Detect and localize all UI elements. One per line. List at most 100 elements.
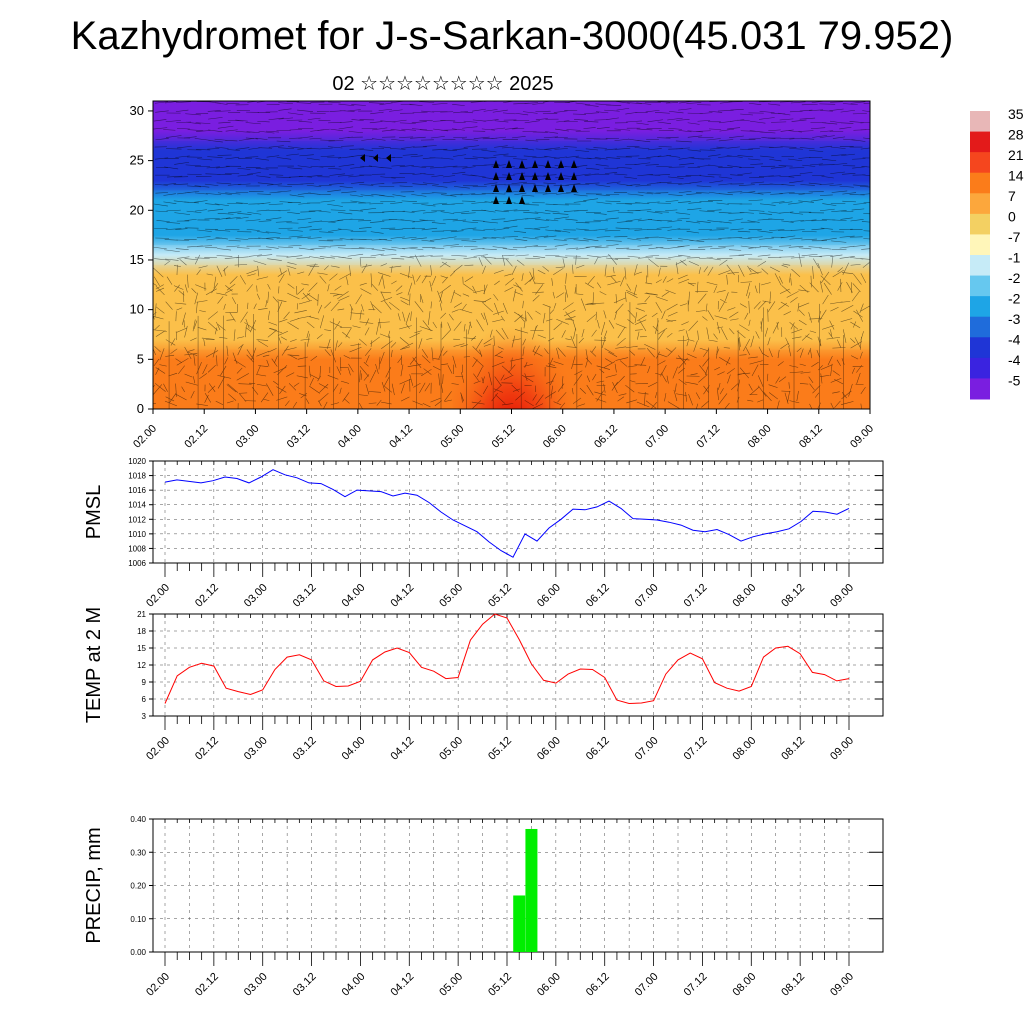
cross-section-heatmap: 0 5 10 15 20 25 30 02.00 02.12 03.00 03.12 04.00 04.… (130, 100, 876, 451)
precip-xtick-label-11: 07.12 (682, 971, 710, 999)
colorbar: 35 28 21 14 7 0 -7 -1 -2 -2 -3 -4 -4 -5 (970, 106, 1024, 400)
precip-xtick-label-10: 07.00 (633, 971, 661, 999)
precip-xtick-label-8: 06.00 (535, 971, 563, 999)
wind-flags (360, 154, 577, 204)
temp-xtick-label-10: 07.00 (633, 735, 661, 763)
pmsl-series-line-0 (164, 469, 850, 558)
heatmap-blend-4 (153, 130, 870, 151)
heatmap-xtick-label-3: 03.12 (285, 423, 313, 451)
precip-xtick-label-12: 08.00 (730, 971, 758, 999)
heatmap-xtick-label-2: 03.00 (234, 423, 262, 451)
temp-ylabel: TEMP at 2 M (83, 607, 105, 723)
heatmap-xtick-label-10: 07.00 (643, 423, 671, 451)
temp-xtick-label-9: 06.12 (584, 735, 612, 763)
pmsl-ytick-label-6: 1018 (128, 472, 146, 481)
pmsl-xtick-label-5: 04.12 (388, 582, 416, 610)
precip-xtick-label-7: 05.12 (486, 971, 514, 999)
pmsl-xtick-label-14: 09.00 (828, 582, 856, 610)
colorbar-swatch-6 (970, 234, 990, 256)
heatmap-xtick-label-12: 08.00 (746, 423, 774, 451)
colorbar-label-10: -3 (1008, 311, 1021, 327)
precip-minor-ticks (164, 819, 850, 966)
precip-chart: 0.00 0.10 0.20 0.30 0.40 02.00 02.12 03.00 03.12… (83, 815, 884, 999)
heatmap-xtick-label-11: 07.12 (695, 423, 723, 451)
pmsl-xtick-label-3: 03.12 (291, 582, 319, 610)
precip-ytick-label-4: 0.40 (130, 815, 146, 824)
colorbar-label-1: 28 (1008, 127, 1024, 143)
heatmap-ytick-label-1: 5 (137, 351, 144, 366)
temp-xtick-label-3: 03.12 (291, 735, 319, 763)
temp-ytick-label-2: 9 (142, 678, 147, 687)
precip-xtick-label-13: 08.12 (779, 971, 807, 999)
colorbar-label-7: -1 (1008, 250, 1021, 266)
pmsl-ytick-label-7: 1020 (128, 457, 146, 466)
colorbar-label-8: -2 (1008, 270, 1021, 286)
colorbar-label-13: -5 (1008, 373, 1021, 389)
heatmap-xtick-label-9: 06.12 (592, 423, 620, 451)
pmsl-ytick-label-4: 1014 (128, 501, 146, 510)
temp-series-line-0 (164, 613, 850, 705)
colorbar-swatch-7 (970, 255, 990, 277)
pmsl-chart: 1006 1008 1010 1012 1014 1016 1018 1020 02.00 02.… (83, 457, 884, 610)
heatmap-xtick-label-13: 08.12 (797, 423, 825, 451)
wind-barbs (153, 101, 870, 409)
precip-xtick-label-3: 03.12 (291, 971, 319, 999)
precip-xtick-label-0: 02.00 (144, 971, 172, 999)
colorbar-swatch-4 (970, 193, 990, 215)
precip-ytick-label-2: 0.20 (130, 882, 146, 891)
pmsl-xtick-label-0: 02.00 (144, 582, 172, 610)
temp-xtick-label-14: 09.00 (828, 735, 856, 763)
colorbar-label-5: 0 (1008, 209, 1016, 225)
pmsl-xtick-label-7: 05.12 (486, 582, 514, 610)
pmsl-xtick-label-10: 07.00 (633, 582, 661, 610)
colorbar-label-4: 7 (1008, 188, 1016, 204)
colorbar-label-9: -2 (1008, 291, 1021, 307)
heatmap-xtick-label-5: 04.12 (387, 423, 415, 451)
heatmap-xtick-label-7: 05.12 (490, 423, 518, 451)
heatmap-xtick-label-1: 02.12 (182, 423, 210, 451)
temp-ytick-label-4: 15 (137, 644, 146, 653)
temp-ytick-label-5: 18 (137, 627, 146, 636)
colorbar-label-12: -4 (1008, 352, 1021, 368)
precip-ytick-label-0: 0.00 (130, 948, 146, 957)
temp-ytick-label-1: 6 (142, 695, 147, 704)
precip-ytick-label-1: 0.10 (130, 915, 146, 924)
pmsl-xtick-label-9: 06.12 (584, 582, 612, 610)
colorbar-label-0: 35 (1008, 106, 1024, 122)
precip-xtick-label-4: 04.00 (340, 971, 368, 999)
colorbar-swatch-8 (970, 275, 990, 297)
precip-xtick-label-6: 05.00 (437, 971, 465, 999)
precip-ytick-label-3: 0.30 (130, 848, 146, 857)
temp-xtick-label-7: 05.12 (486, 735, 514, 763)
temp-grid (153, 613, 883, 717)
heatmap-ytick-label-4: 20 (130, 202, 144, 217)
pmsl-xtick-label-8: 06.00 (535, 582, 563, 610)
heatmap-ytick-label-3: 15 (130, 252, 144, 267)
pmsl-xtick-label-11: 07.12 (682, 582, 710, 610)
temp-minor-ticks (164, 614, 850, 730)
chart-subtitle: 02 ☆☆☆☆☆☆☆☆ 2025 (332, 73, 554, 95)
temp-xtick-label-1: 02.12 (193, 735, 221, 763)
chart-title: Kazhydromet for J-s-Sarkan-3000(45.031 7… (70, 14, 954, 58)
temp-ytick-label-0: 3 (142, 712, 147, 721)
temp-ytick-label-6: 21 (137, 610, 146, 619)
colorbar-swatch-13 (970, 378, 990, 400)
pmsl-xtick-label-1: 02.12 (193, 582, 221, 610)
pmsl-ytick-label-2: 1010 (128, 530, 146, 539)
temp-xtick-label-11: 07.12 (682, 735, 710, 763)
heatmap-blend-3 (153, 180, 870, 201)
temp-ytick-label-3: 12 (137, 661, 146, 670)
precip-xtick-label-2: 03.00 (242, 971, 270, 999)
pmsl-xtick-label-12: 08.00 (730, 582, 758, 610)
heatmap-hotspot (451, 299, 572, 409)
colorbar-label-3: 14 (1008, 168, 1024, 184)
pmsl-xtick-label-6: 05.00 (437, 582, 465, 610)
precip-ylabel: PRECIP, mm (83, 827, 105, 943)
colorbar-swatch-5 (970, 213, 990, 235)
precip-xtick-label-5: 04.12 (388, 971, 416, 999)
precip-bar-0 (513, 895, 526, 952)
colorbar-swatch-12 (970, 357, 990, 379)
heatmap-xtick-label-6: 05.00 (438, 423, 466, 451)
temp-xtick-label-12: 08.00 (730, 735, 758, 763)
